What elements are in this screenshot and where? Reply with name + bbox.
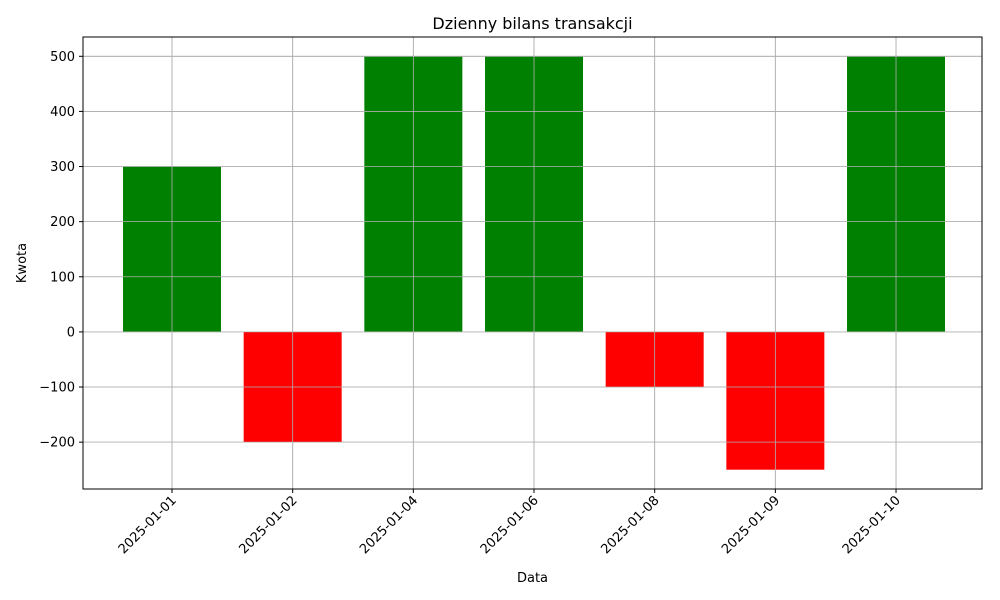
y-tick-label: 100 [50, 270, 75, 285]
chart-title: Dzienny bilans transakcji [432, 14, 632, 33]
y-axis: −200 −100 0 100 200 300 400 500 [39, 50, 83, 451]
x-tick-label: 2025-01-01 [116, 493, 180, 557]
x-tick-label: 2025-01-09 [719, 493, 783, 557]
y-tick-label: −100 [39, 381, 75, 396]
y-tick-label: 0 [67, 325, 75, 340]
y-tick-label: 500 [50, 50, 75, 65]
plot-frame [82, 36, 983, 490]
x-tick-label: 2025-01-02 [236, 493, 300, 557]
x-tick-label: 2025-01-08 [598, 493, 662, 557]
y-tick-label: −200 [39, 436, 75, 451]
x-tick-label: 2025-01-10 [840, 493, 904, 557]
x-tick-label: 2025-01-06 [478, 493, 542, 557]
y-tick-label: 300 [50, 160, 75, 175]
x-axis-label: Data [517, 571, 548, 586]
y-tick-label: 200 [50, 215, 75, 230]
grid-overlay [83, 37, 982, 489]
y-tick-label: 400 [50, 105, 75, 120]
x-tick-label: 2025-01-04 [357, 493, 421, 557]
x-axis: 2025-01-01 2025-01-02 2025-01-04 2025-01-06… [116, 489, 904, 557]
y-axis-label: Kwota [15, 243, 30, 283]
